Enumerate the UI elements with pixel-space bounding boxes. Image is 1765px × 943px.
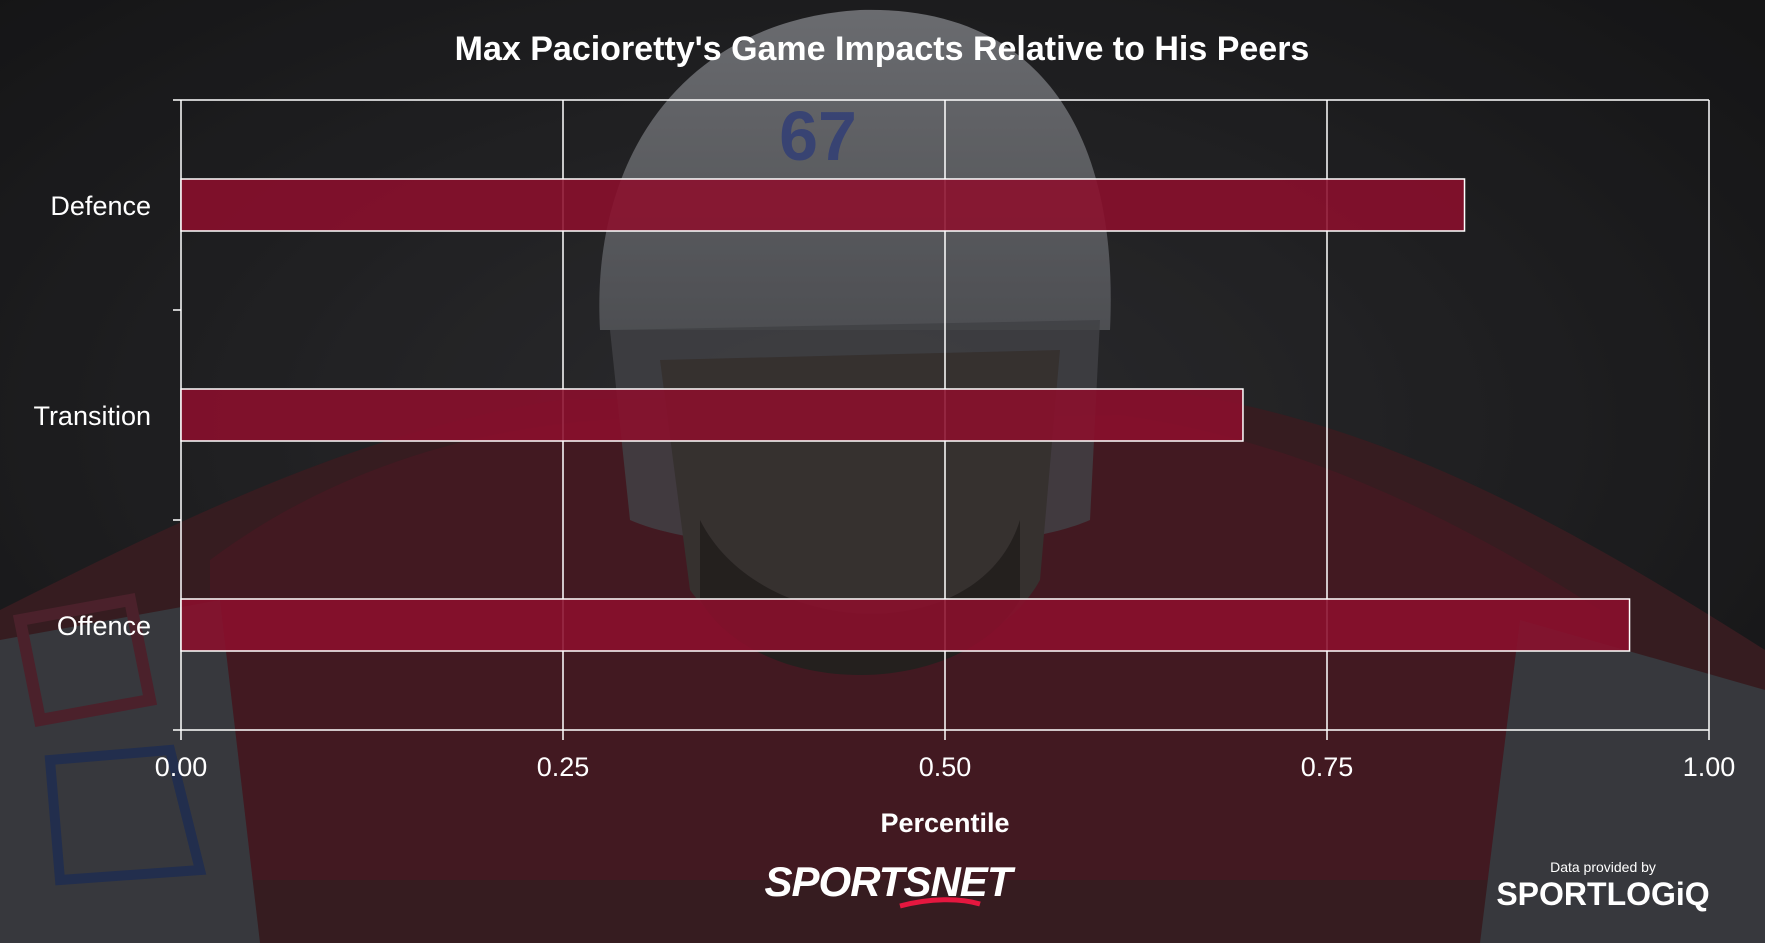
sportlogiq-credit: Data provided by SPORTLOGiQ xyxy=(1496,859,1709,912)
data-credit-caption: Data provided by xyxy=(1550,859,1656,875)
x-axis-title: Percentile xyxy=(880,808,1009,838)
jersey-number-blue xyxy=(44,744,207,886)
chart-title: Max Pacioretty's Game Impacts Relative t… xyxy=(455,30,1310,68)
jersey-number-fragment xyxy=(12,593,158,727)
x-tick-label: 0.00 xyxy=(155,752,208,782)
bar-defence xyxy=(180,178,1466,232)
jersey-sleeve-right xyxy=(1480,620,1765,943)
helmet-number: 67 xyxy=(779,97,857,175)
labels-layer: 0.00 0.25 0.50 0.75 1.00 Defence Transition Off… xyxy=(33,191,1735,782)
sportsnet-logo-text: SPORTSNET xyxy=(765,858,1016,905)
helmet-shape xyxy=(599,9,1111,330)
sportsnet-logo: SPORTSNET xyxy=(765,858,1017,909)
x-tick-label: 1.00 xyxy=(1683,752,1736,782)
category-label-defence: Defence xyxy=(50,191,151,221)
x-tick-label: 0.50 xyxy=(919,752,972,782)
category-label-transition: Transition xyxy=(33,401,151,431)
bar-transition xyxy=(180,388,1244,442)
sportlogiq-logo-text: SPORTLOGiQ xyxy=(1496,876,1709,912)
sportsnet-logo-swoosh xyxy=(899,897,981,909)
x-tick-label: 0.25 xyxy=(537,752,590,782)
bar-offence xyxy=(180,598,1631,652)
category-label-offence: Offence xyxy=(57,611,151,641)
x-tick-label: 0.75 xyxy=(1301,752,1354,782)
bars-layer xyxy=(180,178,1631,652)
